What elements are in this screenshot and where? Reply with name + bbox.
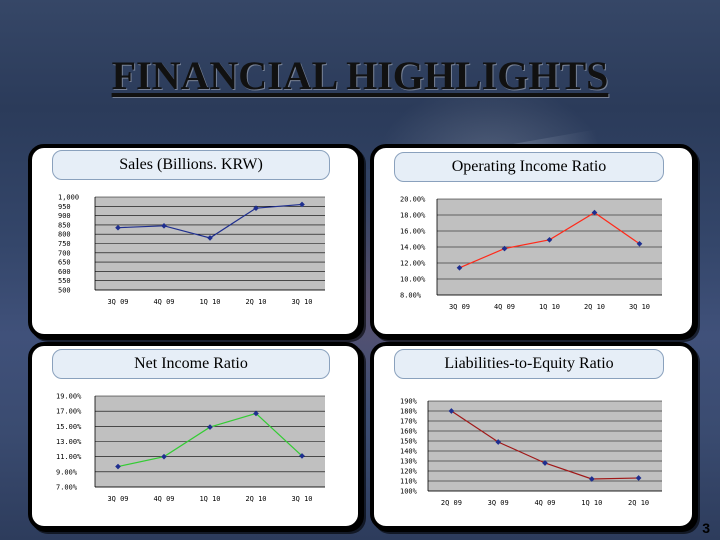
y-tick-label: 600 bbox=[58, 268, 71, 276]
data-point bbox=[161, 453, 167, 460]
y-tick-label: 15.00% bbox=[56, 423, 82, 431]
y-tick-label: 500 bbox=[58, 287, 71, 295]
net-income-chart-title: Net Income Ratio bbox=[52, 349, 330, 379]
data-point bbox=[448, 408, 455, 414]
page-number: 3 bbox=[702, 520, 710, 536]
y-tick-label: 8.00% bbox=[400, 292, 422, 300]
y-tick-label: 110% bbox=[400, 478, 418, 486]
data-point bbox=[207, 235, 213, 241]
y-tick-label: 750 bbox=[58, 240, 71, 248]
x-tick-label: 3Q 10 bbox=[291, 495, 312, 503]
x-tick-label: 1Q 10 bbox=[199, 495, 220, 503]
data-point bbox=[161, 223, 167, 229]
data-point bbox=[115, 463, 121, 470]
plot-area bbox=[428, 401, 662, 491]
x-tick-label: 4Q 09 bbox=[153, 298, 174, 306]
x-tick-label: 1Q 10 bbox=[581, 499, 602, 507]
x-tick-label: 2Q 10 bbox=[245, 298, 266, 306]
data-point bbox=[456, 264, 463, 271]
x-tick-label: 2Q 10 bbox=[628, 499, 649, 507]
y-tick-label: 9.00% bbox=[56, 468, 78, 476]
y-tick-label: 170% bbox=[400, 418, 418, 426]
y-tick-label: 900 bbox=[58, 212, 71, 220]
x-tick-label: 3Q 09 bbox=[449, 303, 470, 311]
y-tick-label: 13.00% bbox=[56, 438, 82, 446]
y-tick-label: 17.00% bbox=[56, 408, 82, 416]
y-tick-label: 14.00% bbox=[400, 244, 426, 252]
y-tick-label: 550 bbox=[58, 277, 71, 285]
y-tick-label: 700 bbox=[58, 249, 71, 257]
x-tick-label: 3Q 10 bbox=[291, 298, 312, 306]
y-tick-label: 16.00% bbox=[400, 228, 426, 236]
y-tick-label: 130% bbox=[400, 458, 418, 466]
x-tick-label: 4Q 09 bbox=[494, 303, 515, 311]
data-point bbox=[299, 201, 305, 208]
x-tick-label: 3Q 10 bbox=[629, 303, 650, 311]
x-tick-label: 4Q 09 bbox=[153, 495, 174, 503]
y-tick-label: 180% bbox=[400, 408, 418, 416]
y-tick-label: 19.00% bbox=[56, 393, 82, 401]
x-tick-label: 3Q 09 bbox=[107, 298, 128, 306]
operating-income-chart-title: Operating Income Ratio bbox=[394, 152, 664, 182]
y-tick-label: 100% bbox=[400, 488, 418, 496]
sales-chart-title: Sales (Billions. KRW) bbox=[52, 150, 330, 180]
y-tick-label: 950 bbox=[58, 203, 71, 211]
liabilities-equity-chart-title: Liabilities-to-Equity Ratio bbox=[394, 349, 664, 379]
x-tick-label: 1Q 10 bbox=[539, 303, 560, 311]
page-title: FINANCIAL HIGHLIGHTS bbox=[111, 53, 609, 98]
data-point bbox=[501, 245, 508, 252]
y-tick-label: 160% bbox=[400, 428, 418, 436]
data-point bbox=[253, 410, 259, 417]
y-tick-label: 20.00% bbox=[400, 196, 426, 204]
data-point bbox=[635, 475, 642, 481]
y-tick-label: 10.00% bbox=[400, 276, 426, 284]
x-tick-label: 3Q 09 bbox=[488, 499, 509, 507]
y-tick-label: 11.00% bbox=[56, 453, 82, 461]
x-tick-label: 3Q 09 bbox=[107, 495, 128, 503]
data-point bbox=[542, 460, 548, 466]
data-point bbox=[495, 439, 502, 445]
y-tick-label: 7.00% bbox=[56, 484, 78, 492]
x-tick-label: 2Q 10 bbox=[245, 495, 266, 503]
x-tick-label: 4Q 09 bbox=[534, 499, 555, 507]
y-tick-label: 12.00% bbox=[400, 260, 426, 268]
y-tick-label: 120% bbox=[400, 468, 418, 476]
data-point bbox=[207, 424, 213, 430]
data-point bbox=[299, 453, 305, 459]
y-tick-label: 190% bbox=[400, 398, 418, 406]
data-point bbox=[636, 240, 643, 247]
y-tick-label: 850 bbox=[58, 221, 71, 229]
data-point bbox=[546, 236, 553, 243]
y-tick-label: 140% bbox=[400, 448, 418, 456]
data-point bbox=[253, 205, 259, 211]
x-tick-label: 1Q 10 bbox=[199, 298, 220, 306]
y-tick-label: 650 bbox=[58, 259, 71, 267]
y-tick-label: 150% bbox=[400, 438, 418, 446]
y-tick-label: 1,000 bbox=[58, 194, 79, 202]
y-tick-label: 800 bbox=[58, 231, 71, 239]
x-tick-label: 2Q 09 bbox=[441, 499, 462, 507]
data-point bbox=[115, 224, 121, 231]
data-point bbox=[591, 209, 598, 216]
data-point bbox=[588, 476, 595, 482]
y-tick-label: 18.00% bbox=[400, 212, 426, 220]
x-tick-label: 2Q 10 bbox=[584, 303, 605, 311]
